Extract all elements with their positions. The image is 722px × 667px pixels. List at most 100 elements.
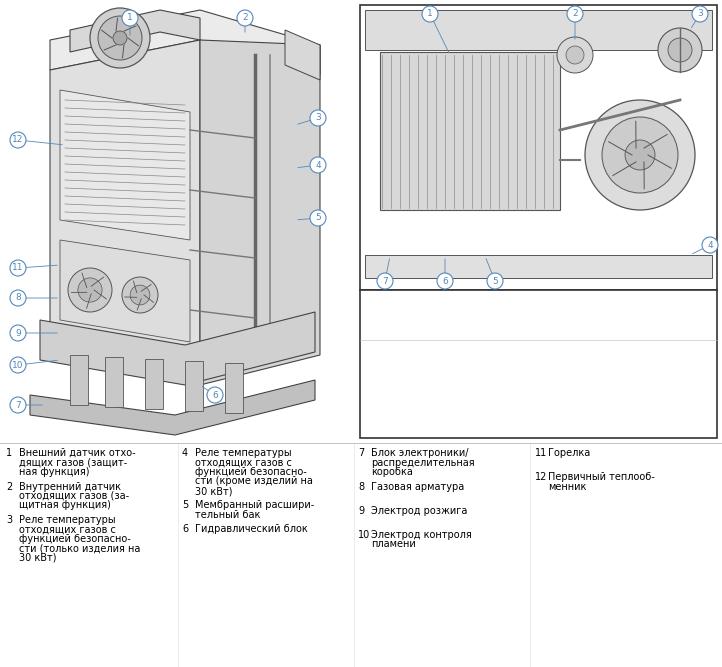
Text: 7: 7: [15, 400, 21, 410]
Polygon shape: [365, 10, 712, 50]
Circle shape: [10, 132, 26, 148]
Text: отходящих газов с: отходящих газов с: [19, 524, 116, 534]
Text: Устройство заполне-
ния: Устройство заполне- ния: [554, 320, 661, 343]
Text: 1: 1: [366, 297, 372, 307]
Circle shape: [668, 38, 692, 62]
Text: Насос системы отоп-
ления: Насос системы отоп- ления: [380, 375, 487, 398]
Circle shape: [487, 273, 503, 289]
Polygon shape: [60, 240, 190, 342]
Text: сти (кроме изделий на: сти (кроме изделий на: [195, 476, 313, 486]
Polygon shape: [365, 255, 712, 278]
Polygon shape: [50, 40, 200, 385]
Text: 2: 2: [6, 482, 12, 492]
Circle shape: [310, 110, 326, 126]
Text: 9: 9: [15, 329, 21, 338]
Text: 7: 7: [540, 348, 547, 358]
Text: 5: 5: [315, 213, 321, 223]
Text: 5: 5: [492, 277, 498, 285]
Text: Вторичный теплооб-
менник: Вторичный теплооб- менник: [380, 297, 486, 319]
Text: распределительная: распределительная: [371, 458, 474, 468]
Circle shape: [310, 157, 326, 173]
Text: 4: 4: [182, 448, 188, 458]
Circle shape: [98, 16, 142, 60]
Circle shape: [585, 100, 695, 210]
Circle shape: [237, 10, 253, 26]
Text: Гидравлический блок: Гидравлический блок: [195, 524, 308, 534]
Text: 1: 1: [427, 9, 433, 19]
Circle shape: [78, 278, 102, 302]
Circle shape: [692, 6, 708, 22]
Circle shape: [702, 237, 718, 253]
Text: 11: 11: [535, 448, 547, 458]
Text: 3: 3: [697, 9, 703, 19]
Bar: [145, 359, 163, 409]
Text: 3: 3: [315, 113, 321, 123]
Bar: [185, 361, 203, 411]
Circle shape: [567, 6, 583, 22]
Text: 3: 3: [6, 515, 12, 525]
Text: 30 кВт): 30 кВт): [195, 486, 232, 496]
Text: 2: 2: [366, 320, 373, 330]
Text: 2: 2: [573, 9, 578, 19]
Circle shape: [658, 28, 702, 72]
Text: 1: 1: [127, 13, 133, 23]
Polygon shape: [285, 30, 320, 80]
Text: 8: 8: [15, 293, 21, 303]
Text: 12: 12: [535, 472, 547, 482]
Polygon shape: [60, 90, 190, 240]
Text: 5: 5: [540, 297, 547, 307]
Polygon shape: [70, 10, 200, 52]
Text: 6: 6: [442, 277, 448, 285]
Text: сти (только изделия на: сти (только изделия на: [19, 544, 140, 554]
Text: 6: 6: [212, 390, 218, 400]
Circle shape: [377, 273, 393, 289]
Polygon shape: [380, 52, 560, 210]
Bar: [105, 357, 123, 407]
Text: 7: 7: [358, 448, 365, 458]
Circle shape: [10, 290, 26, 306]
Circle shape: [68, 268, 112, 312]
Circle shape: [122, 10, 138, 26]
Text: Реле температуры: Реле температуры: [195, 448, 292, 458]
Bar: [360, 290, 717, 438]
Text: 6: 6: [540, 320, 546, 330]
Bar: [225, 363, 243, 413]
Text: Предохранительный
клапан: Предохранительный клапан: [554, 348, 661, 371]
Circle shape: [422, 6, 438, 22]
Circle shape: [625, 140, 655, 170]
Text: пламени: пламени: [371, 539, 416, 549]
Text: Горелка: Горелка: [548, 448, 591, 458]
Text: функцией безопасно-: функцией безопасно-: [195, 467, 307, 477]
Text: 5: 5: [182, 500, 188, 510]
Circle shape: [90, 8, 150, 68]
Text: 10: 10: [12, 360, 24, 370]
Text: тельный бак: тельный бак: [195, 510, 261, 520]
Text: Мембранный расшири-: Мембранный расшири-: [195, 500, 314, 510]
Text: ная функция): ная функция): [19, 467, 90, 477]
Text: Датчик давления: Датчик давления: [380, 320, 470, 330]
Text: Внешний датчик отхо-: Внешний датчик отхо-: [19, 448, 136, 458]
Text: отходящих газов с: отходящих газов с: [195, 458, 292, 468]
Polygon shape: [40, 312, 315, 385]
Text: Электрод контроля: Электрод контроля: [371, 530, 471, 540]
Circle shape: [566, 46, 584, 64]
Text: 1: 1: [6, 448, 12, 458]
Text: 11: 11: [12, 263, 24, 273]
Text: Блок электроники/: Блок электроники/: [371, 448, 469, 458]
Circle shape: [113, 31, 127, 45]
Circle shape: [310, 210, 326, 226]
Circle shape: [10, 325, 26, 341]
Text: 6: 6: [182, 524, 188, 534]
Text: 12: 12: [12, 135, 24, 145]
Text: отходящих газов (за-: отходящих газов (за-: [19, 491, 129, 501]
Text: 4: 4: [366, 375, 372, 385]
Text: 4: 4: [316, 161, 321, 169]
Text: Электрод розжига: Электрод розжига: [371, 506, 467, 516]
Circle shape: [557, 37, 593, 73]
Text: менник: менник: [548, 482, 586, 492]
Polygon shape: [30, 380, 315, 435]
Text: дящих газов (защит-: дящих газов (защит-: [19, 458, 127, 468]
Polygon shape: [200, 40, 320, 385]
Bar: [360, 5, 717, 290]
Circle shape: [122, 277, 158, 313]
